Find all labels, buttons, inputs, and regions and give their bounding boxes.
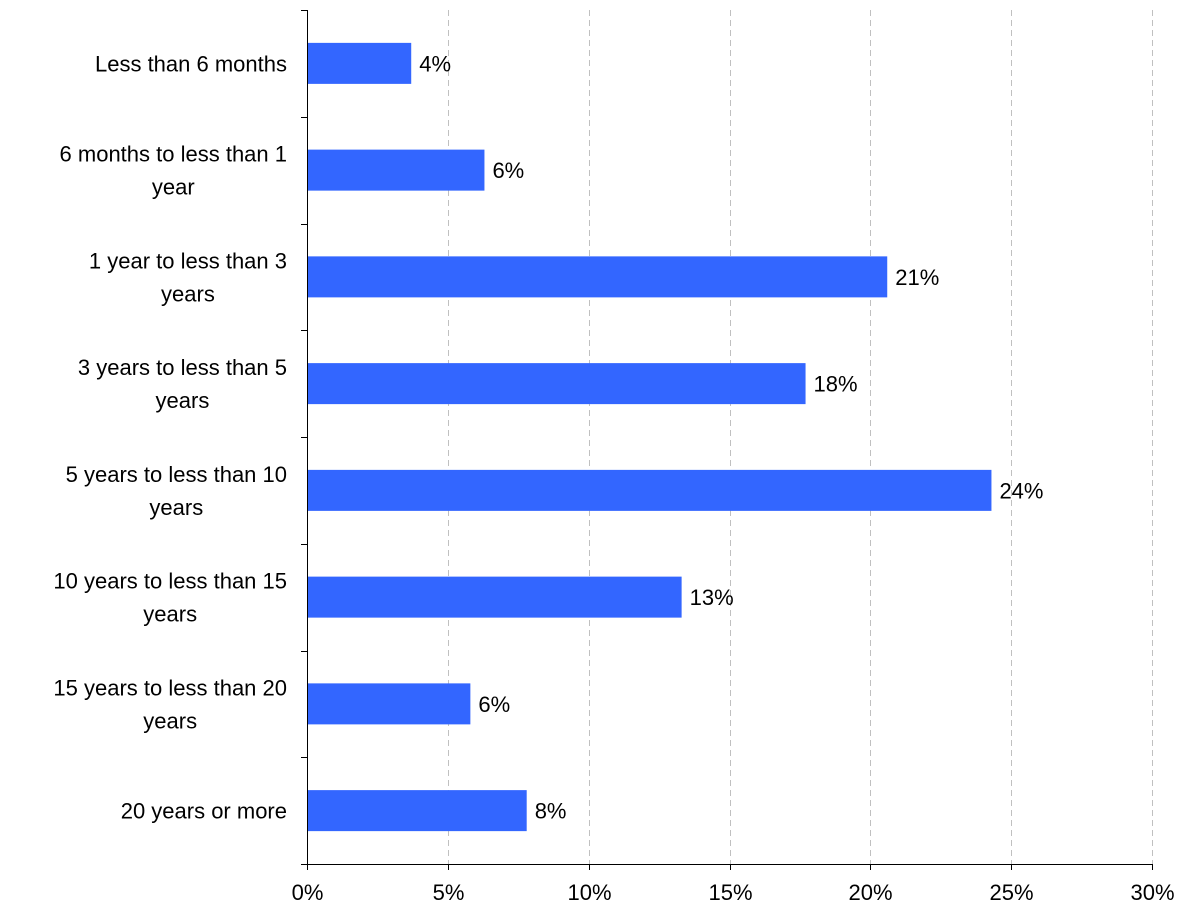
category-label-line: year	[152, 175, 195, 200]
bar	[308, 469, 992, 511]
bars	[308, 42, 992, 832]
category-label: 1 year to less than 3 years	[89, 248, 287, 306]
bar	[308, 363, 806, 405]
category-label-line: years	[149, 495, 203, 520]
bar	[308, 576, 682, 618]
data-label: 21%	[895, 265, 939, 290]
category-label: 3 years to less than 5 years	[78, 355, 287, 413]
data-label: 18%	[814, 372, 858, 397]
category-label-line: years	[143, 602, 197, 627]
category-label: 20 years or more	[121, 799, 287, 824]
x-tick-label: 10%	[567, 880, 611, 905]
category-label-line: 6 months to less than 1	[60, 142, 287, 167]
bar	[308, 42, 412, 84]
category-label: 5 years to less than 10 years	[66, 462, 287, 520]
bar	[308, 149, 485, 191]
x-tick-label: 20%	[848, 880, 892, 905]
category-label-line: years	[143, 708, 197, 733]
data-label: 4%	[419, 51, 451, 76]
x-tick-label: 25%	[989, 880, 1033, 905]
labels: 4% 6% 21% 18% 24% 13% 6% 8% 0% 5% 10% 15% 20% 25% 30% L…	[53, 51, 1174, 905]
category-label: 15 years to less than 20 years	[53, 675, 287, 733]
category-label-line: Less than 6 months	[95, 51, 287, 76]
category-label: 10 years to less than 15 years	[53, 569, 287, 627]
category-label-line: years	[156, 388, 210, 413]
category-label-line: 3 years to less than 5	[78, 355, 287, 380]
data-label: 8%	[535, 799, 567, 824]
category-label: 6 months to less than 1 year	[60, 142, 287, 200]
data-label: 24%	[999, 478, 1043, 503]
category-label-line: 1 year to less than 3	[89, 248, 287, 273]
data-label: 13%	[690, 585, 734, 610]
axes	[301, 10, 1153, 870]
category-label-line: 20 years or more	[121, 799, 287, 824]
category-label-line: 15 years to less than 20	[53, 675, 287, 700]
data-label: 6%	[478, 692, 510, 717]
bar	[308, 790, 527, 832]
category-label-line: years	[161, 281, 215, 306]
x-tick-label: 0%	[292, 880, 324, 905]
x-tick-label: 15%	[708, 880, 752, 905]
category-label-line: 10 years to less than 15	[53, 569, 287, 594]
gridlines	[448, 10, 1153, 864]
x-tick-label: 30%	[1130, 880, 1174, 905]
bar	[308, 683, 471, 725]
category-label: Less than 6 months	[95, 51, 287, 76]
bar	[308, 256, 888, 298]
data-label: 6%	[492, 158, 524, 183]
x-tick-label: 5%	[433, 880, 465, 905]
category-label-line: 5 years to less than 10	[66, 462, 287, 487]
